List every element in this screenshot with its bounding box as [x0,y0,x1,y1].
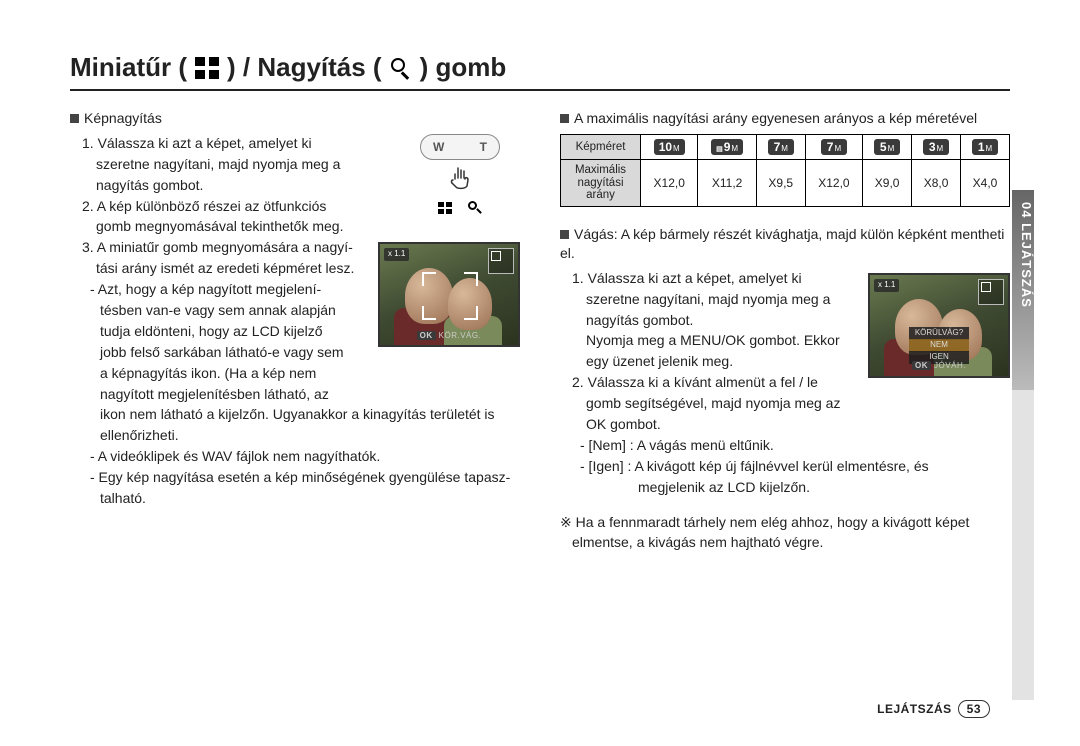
w-label: W [433,139,444,155]
page-title: Miniatűr ( ) / Nagyítás ( ) gomb [70,52,1010,91]
thumbnail-icon-small [438,202,452,214]
title-mid: ) / Nagyítás ( [227,52,382,83]
dash-text: - A videóklipek és WAV fájlok nem nagyít… [70,447,520,466]
overlay-no: NEM [909,339,969,352]
navigator-icon [488,248,514,274]
option-yes: - [Igen] : A kivágott kép új fájlnévvel … [560,457,1010,476]
step-text: gomb megnyomásával tekinthetők meg. [70,217,520,236]
magnify-icon-small [468,201,482,215]
left-column: Képnagyítás W T 1. Válassza ki azt a kép… [70,109,520,554]
ratio-cell: X8,0 [912,160,961,207]
ratio-cell: X12,0 [805,160,862,207]
size-cell: 1M [961,134,1010,159]
section-tab-shade [1012,390,1034,700]
columns: Képnagyítás W T 1. Válassza ki azt a kép… [70,109,1010,554]
section-tab-label: 04 LEJÁTSZÁS [1012,202,1034,308]
t-label: T [480,139,487,155]
zoom-label: x 1.1 [384,248,409,261]
dash-text: nagyított megjelenítésben látható, az [70,385,520,404]
dash-text: ellenőrizheti. [70,426,520,445]
dash-text: talható. [70,489,520,508]
ratio-cell: X4,0 [961,160,1010,207]
note-text: ※ Ha a fennmaradt tárhely nem elég ahhoz… [560,513,1010,532]
th-size: Képméret [561,134,641,159]
table-row: Képméret 10M ▤9M 7M 7M 5M 3M 1M [561,134,1010,159]
size-table: Képméret 10M ▤9M 7M 7M 5M 3M 1M Maximáli… [560,134,1010,207]
zoom-label: x 1.1 [874,279,899,292]
ratio-cell: X9,0 [863,160,912,207]
size-cell: 7M [805,134,862,159]
page: Miniatűr ( ) / Nagyítás ( ) gomb Képnagy… [0,0,1080,746]
ok-row: OKKÖR.VÁG. [380,331,518,342]
dash-text: a képnagyítás ikon. (Ha a kép nem [70,364,520,383]
magnify-icon [390,57,412,79]
step-text: OK gombot. [560,415,1010,434]
note-text: elmentse, a kivágás nem hajtható végre. [560,533,1010,552]
icons-under-hand [400,201,520,215]
option-no: - [Nem] : A vágás menü eltűnik. [560,436,1010,455]
title-post: ) gomb [420,52,507,83]
size-cell: 3M [912,134,961,159]
th-ratio: Maximálisnagyítási arány [561,160,641,207]
dash-text: - Egy kép nagyítása esetén a kép minőség… [70,468,520,487]
thumbnail-icon [195,57,219,79]
page-number: 53 [958,700,990,718]
size-cell: 7M [756,134,805,159]
photo-preview-2: x 1.1 KÖRÜLVÁG? NEM IGEN OKJÓVÁH. [868,273,1010,378]
footer: LEJÁTSZÁS 53 [877,700,990,718]
table-row: Maximálisnagyítási arány X12,0 X11,2 X9,… [561,160,1010,207]
cut-heading: Vágás: A kép bármely részét kivághatja, … [560,225,1010,263]
title-pre: Miniatűr ( [70,52,187,83]
size-cell: 5M [863,134,912,159]
right-column: A maximális nagyítási arány egyenesen ar… [560,109,1010,554]
size-cell: ▤9M [698,134,756,159]
dash-text: ikon nem látható a kijelzőn. Ugyanakkor … [70,405,520,424]
right-heading: A maximális nagyítási arány egyenesen ar… [560,109,1010,128]
ok-row: OKJÓVÁH. [870,361,1008,372]
step-text: gomb segítségével, majd nyomja meg az [560,394,1010,413]
navigator-icon [978,279,1004,305]
ratio-cell: X12,0 [641,160,698,207]
wt-pill: W T [420,134,500,160]
option-yes-cont: megjelenik az LCD kijelzőn. [560,478,1010,497]
section-tab: 04 LEJÁTSZÁS [1012,190,1034,390]
ratio-cell: X11,2 [698,160,756,207]
footer-label: LEJÁTSZÁS [877,702,952,716]
hand-icon [400,164,520,199]
photo-preview-1: x 1.1 OKKÖR.VÁG. [378,242,520,347]
overlay-question: KÖRÜLVÁG? [909,327,969,340]
ratio-cell: X9,5 [756,160,805,207]
zoom-control-illustration: W T [400,134,520,215]
size-cell: 10M [641,134,698,159]
left-heading: Képnagyítás [70,109,520,128]
